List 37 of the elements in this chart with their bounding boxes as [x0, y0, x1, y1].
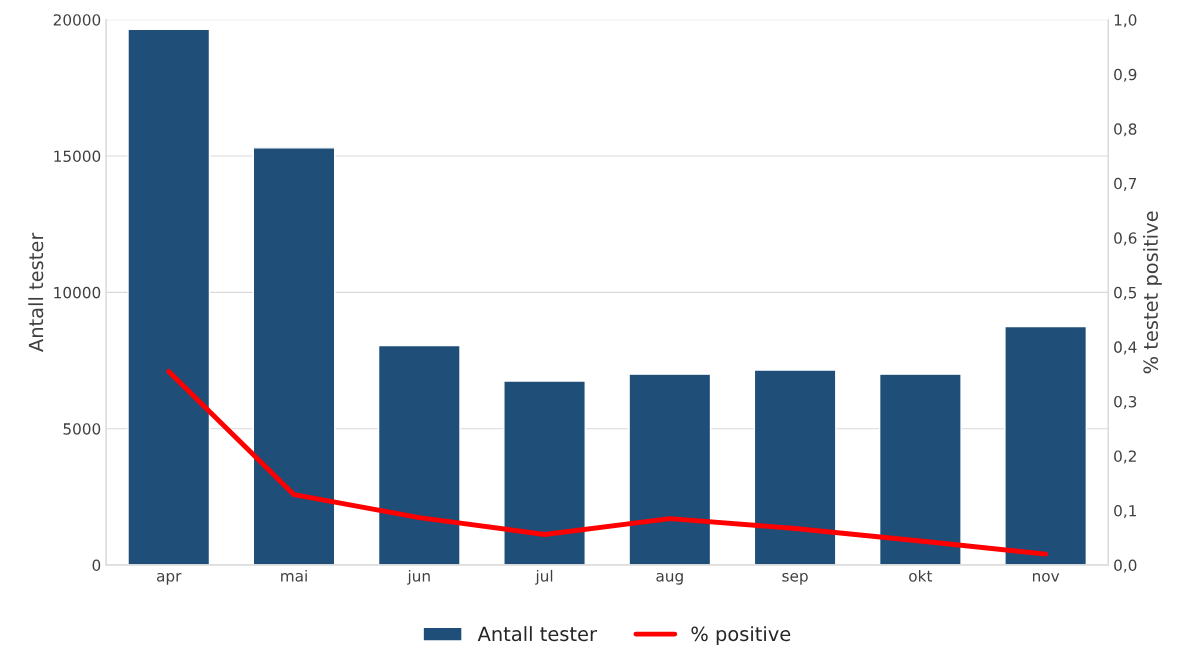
y2-tick-label: 0,7: [1114, 177, 1137, 191]
y-tick-label: 0: [92, 559, 101, 572]
bar: [503, 380, 586, 566]
y2-axis-title: % testet positive: [1142, 211, 1162, 374]
y2-tick-label: 0,9: [1114, 68, 1137, 82]
x-tick-label: okt: [909, 569, 933, 582]
y2-tick-label: 0,2: [1114, 450, 1136, 464]
x-tick-label: mai: [281, 569, 307, 582]
line-series: [166, 369, 1049, 557]
bar: [252, 147, 336, 566]
bar: [878, 373, 962, 566]
y-tick-label: 20000: [53, 14, 101, 26]
y2-tick-label: 0,4: [1114, 341, 1137, 355]
y-tick-label: 15000: [54, 150, 101, 163]
y2-tick-label: 0,8: [1114, 123, 1137, 137]
y-tick-label: 5000: [63, 423, 101, 435]
legend-label: Antall tester: [477, 626, 597, 642]
legend-label: % positive: [691, 626, 791, 645]
x-tick-label: nov: [1032, 572, 1060, 582]
x-tick-label: aug: [656, 572, 683, 585]
y2-tick-label: 0,6: [1114, 232, 1137, 246]
y2-tick-label: 0,1: [1114, 504, 1137, 519]
y2-tick-label: 0,0: [1114, 559, 1137, 573]
bar: [377, 344, 461, 566]
y2-tick-label: 0,3: [1114, 395, 1137, 410]
x-tick-label: jun: [407, 569, 430, 585]
x-tick-label: sep: [782, 572, 808, 585]
bar: [753, 369, 837, 566]
bar: [628, 373, 712, 566]
x-tick-label: jul: [535, 569, 553, 585]
y-axis-title: Antall tester: [28, 232, 44, 352]
bar: [127, 28, 211, 566]
bar: [1004, 325, 1088, 566]
y2-tick-label: 0,5: [1114, 286, 1137, 300]
x-tick-label: apr: [156, 572, 182, 585]
y-tick-label: 10000: [54, 286, 101, 299]
y2-tick-label: 1,0: [1114, 14, 1137, 28]
